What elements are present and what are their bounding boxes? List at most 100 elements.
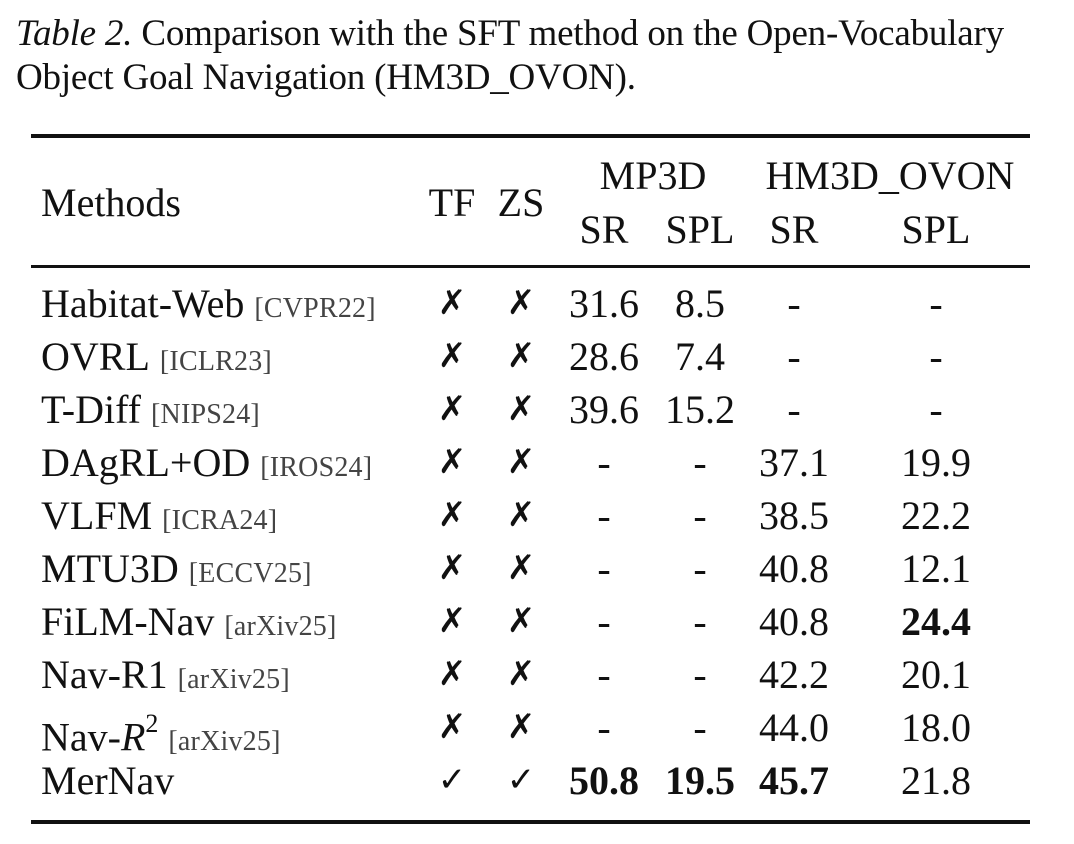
ovon-sr-value: 40.8: [759, 599, 829, 644]
ovon-spl-value: 20.1: [901, 652, 971, 697]
header-rule: [31, 265, 1030, 268]
mp3d-sr-value: 28.6: [569, 334, 639, 379]
ovon-sr-value: -: [787, 281, 801, 326]
method-cell: Nav-R2 [arXiv25]: [41, 701, 281, 768]
method-name: MerNav: [41, 758, 175, 803]
table-row: VLFM [ICRA24] ✗ ✗ - - 38.5 22.2: [0, 489, 1074, 542]
table-row: Nav-R2 [arXiv25] ✗ ✗ - - 44.0 18.0: [0, 701, 1074, 759]
ovon-sr-value: 40.8: [759, 546, 829, 591]
method-cell: Nav-R1 [arXiv25]: [41, 648, 290, 706]
method-name: VLFM: [41, 493, 153, 538]
caption-line-1: Table 2. Comparison with the SFT method …: [16, 12, 1066, 56]
method-name: T-Diff: [41, 387, 141, 432]
mp3d-sr-value: 39.6: [569, 387, 639, 432]
zs-mark: ✗: [506, 283, 536, 323]
table-row: DAgRL+OD [IROS24] ✗ ✗ - - 37.1 19.9: [0, 436, 1074, 489]
method-name: Nav-R1: [41, 652, 168, 697]
ovon-spl-value: 12.1: [901, 546, 971, 591]
method-venue: [arXiv25]: [177, 664, 290, 695]
ovon-spl-value: 22.2: [901, 493, 971, 538]
table-row: FiLM-Nav [arXiv25] ✗ ✗ - - 40.8 24.4: [0, 595, 1074, 648]
mp3d-spl-value: -: [693, 652, 707, 697]
mp3d-spl-value: -: [693, 546, 707, 591]
header-methods: Methods: [41, 180, 181, 225]
caption-label: Table 2.: [16, 13, 133, 54]
header-ovon-sr: SR: [769, 207, 819, 252]
caption-text-1: Comparison with the SFT method on the Op…: [141, 13, 1004, 54]
mp3d-spl-value: -: [693, 705, 707, 750]
method-cell: MTU3D [ECCV25]: [41, 542, 312, 600]
method-name: OVRL: [41, 334, 150, 379]
tf-mark: ✓: [437, 760, 467, 800]
method-name-superscript: 2: [145, 709, 159, 738]
tf-mark: ✗: [437, 389, 467, 429]
tf-mark: ✗: [437, 548, 467, 588]
ovon-sr-value: -: [787, 334, 801, 379]
tf-mark: ✗: [437, 654, 467, 694]
zs-mark: ✓: [506, 760, 536, 800]
method-cell: FiLM-Nav [arXiv25]: [41, 595, 337, 653]
zs-mark: ✗: [506, 442, 536, 482]
mp3d-spl-value: 15.2: [665, 387, 735, 432]
table-row: T-Diff [NIPS24] ✗ ✗ 39.6 15.2 - -: [0, 383, 1074, 436]
method-venue: [NIPS24]: [151, 399, 260, 430]
header-group-hm3d-ovon: HM3D_OVON: [765, 153, 1015, 198]
method-cell: MerNav: [41, 754, 174, 807]
method-cell: OVRL [ICLR23]: [41, 330, 272, 388]
ovon-sr-value: 38.5: [759, 493, 829, 538]
method-name: MTU3D: [41, 546, 179, 591]
zs-mark: ✗: [506, 548, 536, 588]
ovon-spl-value: -: [929, 387, 943, 432]
method-cell: Habitat-Web [CVPR22]: [41, 277, 376, 335]
method-venue: [arXiv25]: [224, 611, 337, 642]
tf-mark: ✗: [437, 442, 467, 482]
ovon-spl-value: 24.4: [901, 599, 971, 644]
method-name-italic: R: [120, 714, 146, 760]
method-venue: [IROS24]: [260, 452, 373, 483]
ovon-sr-value: 45.7: [759, 758, 829, 803]
tf-mark: ✗: [437, 601, 467, 641]
zs-mark: ✗: [506, 495, 536, 535]
header-mp3d-sr: SR: [579, 207, 629, 252]
mp3d-sr-value: -: [597, 599, 611, 644]
header-zs: ZS: [497, 180, 545, 225]
method-cell: VLFM [ICRA24]: [41, 489, 277, 547]
table-row: Nav-R1 [arXiv25] ✗ ✗ - - 42.2 20.1: [0, 648, 1074, 701]
header-ovon-spl: SPL: [901, 207, 971, 252]
ovon-spl-value: 21.8: [901, 758, 971, 803]
header-group-mp3d: MP3D: [599, 153, 707, 198]
mp3d-sr-value: -: [597, 493, 611, 538]
mp3d-sr-value: 31.6: [569, 281, 639, 326]
mp3d-spl-value: 7.4: [675, 334, 725, 379]
method-name: Habitat-Web: [41, 281, 245, 326]
method-cell: T-Diff [NIPS24]: [41, 383, 260, 441]
mp3d-sr-value: 50.8: [569, 758, 639, 803]
method-name: DAgRL+OD: [41, 440, 251, 485]
zs-mark: ✗: [506, 389, 536, 429]
tf-mark: ✗: [437, 283, 467, 323]
ovon-sr-value: 44.0: [759, 705, 829, 750]
mp3d-sr-value: -: [597, 546, 611, 591]
table-row: Habitat-Web [CVPR22] ✗ ✗ 31.6 8.5 - -: [0, 277, 1074, 330]
mp3d-sr-value: -: [597, 705, 611, 750]
ovon-spl-value: 18.0: [901, 705, 971, 750]
zs-mark: ✗: [506, 336, 536, 376]
method-name: Nav-: [41, 714, 121, 760]
table-row: MTU3D [ECCV25] ✗ ✗ - - 40.8 12.1: [0, 542, 1074, 595]
method-venue: [arXiv25]: [168, 726, 281, 758]
method-venue: [ICLR23]: [159, 346, 272, 377]
bottom-rule: [31, 820, 1030, 824]
mp3d-spl-value: 8.5: [675, 281, 725, 326]
ovon-sr-value: 37.1: [759, 440, 829, 485]
mp3d-spl-value: -: [693, 493, 707, 538]
ovon-spl-value: 19.9: [901, 440, 971, 485]
header-mp3d-spl: SPL: [665, 207, 735, 252]
zs-mark: ✗: [506, 707, 536, 747]
method-venue: [ECCV25]: [188, 558, 312, 589]
tf-mark: ✗: [437, 336, 467, 376]
caption-line-2: Object Goal Navigation (HM3D_OVON).: [16, 57, 636, 98]
method-venue: [CVPR22]: [254, 293, 376, 324]
top-rule: [31, 134, 1030, 138]
mp3d-sr-value: -: [597, 652, 611, 697]
ovon-sr-value: 42.2: [759, 652, 829, 697]
